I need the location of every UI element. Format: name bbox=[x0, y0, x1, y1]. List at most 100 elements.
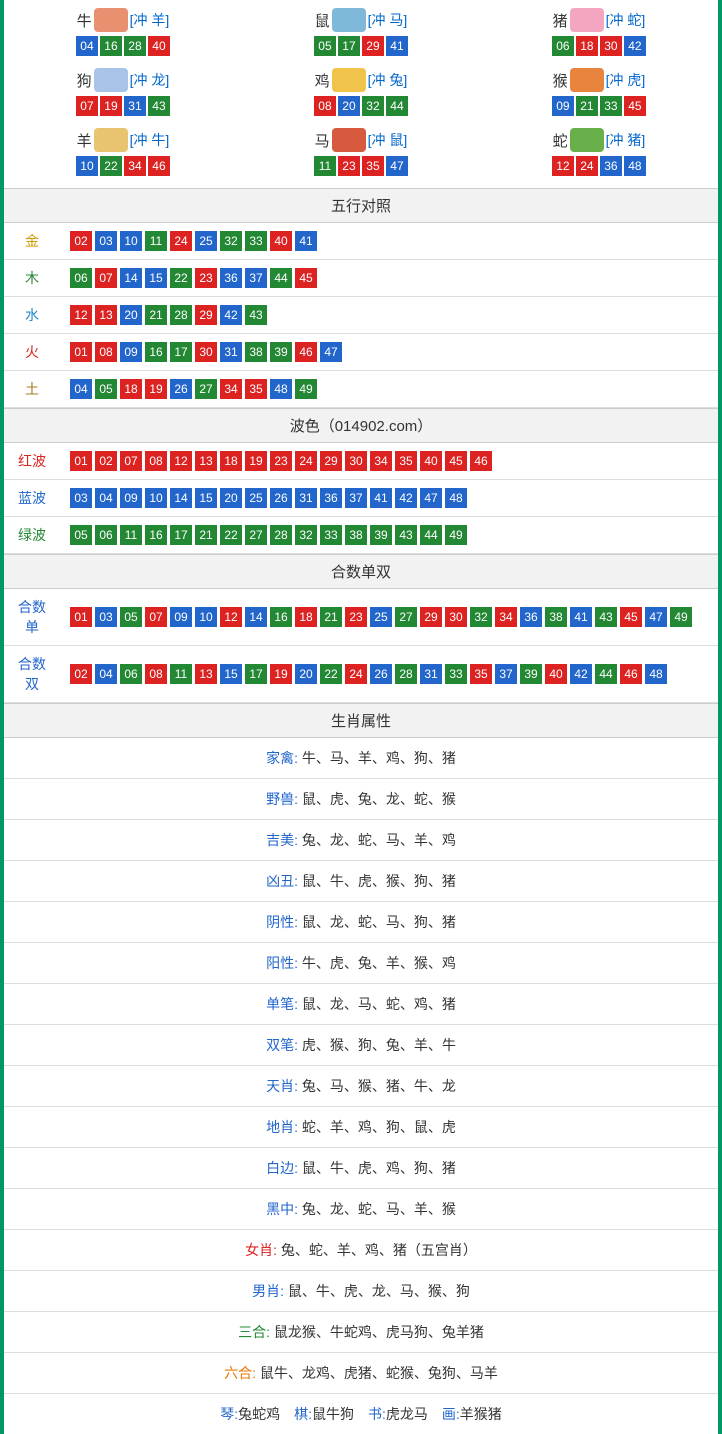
bose-nums: 05061116172122272832333839434449 bbox=[60, 517, 718, 554]
number-badge: 16 bbox=[270, 607, 292, 627]
number-badge: 44 bbox=[420, 525, 442, 545]
zodiac-num-row: 07193143 bbox=[4, 96, 242, 116]
number-badge: 07 bbox=[95, 268, 117, 288]
zodiac-animal-icon bbox=[94, 68, 128, 92]
section-header-bose: 波色（014902.com） bbox=[4, 408, 718, 443]
attr-value: 兔、蛇、羊、鸡、猪（五宫肖） bbox=[281, 1242, 477, 1258]
number-badge: 34 bbox=[495, 607, 517, 627]
number-badge: 33 bbox=[600, 96, 622, 116]
number-badge: 19 bbox=[145, 379, 167, 399]
zodiac-top: 猪[冲 蛇] bbox=[480, 8, 718, 32]
number-badge: 39 bbox=[520, 664, 542, 684]
number-badge: 09 bbox=[552, 96, 574, 116]
number-badge: 40 bbox=[148, 36, 170, 56]
attr-row: 天肖: 兔、马、猴、猪、牛、龙 bbox=[4, 1066, 718, 1107]
attr-value: 鼠、龙、马、蛇、鸡、猪 bbox=[302, 996, 456, 1012]
number-badge: 32 bbox=[295, 525, 317, 545]
number-badge: 45 bbox=[445, 451, 467, 471]
number-badge: 05 bbox=[120, 607, 142, 627]
number-badge: 27 bbox=[245, 525, 267, 545]
attr-label: 天肖: bbox=[266, 1078, 302, 1094]
zodiac-clash: [冲 猪] bbox=[606, 130, 646, 150]
four-arts-label: 棋: bbox=[294, 1406, 312, 1422]
zodiac-top: 鸡[冲 兔] bbox=[242, 68, 480, 92]
number-badge: 32 bbox=[470, 607, 492, 627]
attr-label: 阴性: bbox=[266, 914, 302, 930]
number-badge: 28 bbox=[395, 664, 417, 684]
zodiac-cell: 狗[冲 龙]07193143 bbox=[4, 64, 242, 124]
zodiac-cell: 猪[冲 蛇]06183042 bbox=[480, 4, 718, 64]
number-badge: 23 bbox=[338, 156, 360, 176]
number-badge: 37 bbox=[345, 488, 367, 508]
zodiac-cell: 鼠[冲 马]05172941 bbox=[242, 4, 480, 64]
number-badge: 21 bbox=[320, 607, 342, 627]
attr-label: 地肖: bbox=[266, 1119, 302, 1135]
number-badge: 14 bbox=[170, 488, 192, 508]
number-badge: 09 bbox=[120, 342, 142, 362]
number-badge: 16 bbox=[145, 342, 167, 362]
number-badge: 12 bbox=[70, 305, 92, 325]
attr-label: 单笔: bbox=[266, 996, 302, 1012]
number-badge: 43 bbox=[595, 607, 617, 627]
number-badge: 23 bbox=[270, 451, 292, 471]
number-badge: 03 bbox=[95, 231, 117, 251]
number-badge: 38 bbox=[345, 525, 367, 545]
attr-label: 女肖: bbox=[245, 1242, 281, 1258]
number-badge: 11 bbox=[314, 156, 336, 176]
number-badge: 23 bbox=[195, 268, 217, 288]
number-badge: 06 bbox=[70, 268, 92, 288]
zodiac-animal-icon bbox=[332, 8, 366, 32]
heshu-label: 合数双 bbox=[4, 646, 60, 703]
four-arts-value: 羊猴猪 bbox=[460, 1406, 502, 1422]
number-badge: 42 bbox=[624, 36, 646, 56]
wuxing-table: 金02031011242532334041木060714152223363744… bbox=[4, 223, 718, 408]
number-badge: 36 bbox=[320, 488, 342, 508]
number-badge: 17 bbox=[170, 342, 192, 362]
page-wrapper: 牛[冲 羊]04162840鼠[冲 马]05172941猪[冲 蛇]061830… bbox=[0, 0, 722, 1434]
number-badge: 10 bbox=[120, 231, 142, 251]
number-badge: 04 bbox=[76, 36, 98, 56]
attr-row: 阴性: 鼠、龙、蛇、马、狗、猪 bbox=[4, 902, 718, 943]
number-badge: 43 bbox=[395, 525, 417, 545]
number-badge: 38 bbox=[245, 342, 267, 362]
number-badge: 24 bbox=[295, 451, 317, 471]
attr-row: 女肖: 兔、蛇、羊、鸡、猪（五宫肖） bbox=[4, 1230, 718, 1271]
wuxing-row: 火0108091617303138394647 bbox=[4, 334, 718, 371]
number-badge: 45 bbox=[295, 268, 317, 288]
zodiac-top: 猴[冲 虎] bbox=[480, 68, 718, 92]
number-badge: 02 bbox=[70, 231, 92, 251]
number-badge: 47 bbox=[645, 607, 667, 627]
number-badge: 45 bbox=[624, 96, 646, 116]
number-badge: 25 bbox=[370, 607, 392, 627]
attr-label: 六合: bbox=[224, 1365, 260, 1381]
zodiac-name: 马 bbox=[315, 130, 330, 151]
number-badge: 15 bbox=[195, 488, 217, 508]
number-badge: 35 bbox=[362, 156, 384, 176]
zodiac-clash: [冲 牛] bbox=[130, 130, 170, 150]
zodiac-num-row: 09213345 bbox=[480, 96, 718, 116]
attr-value: 牛、虎、兔、羊、猴、鸡 bbox=[302, 955, 456, 971]
number-badge: 26 bbox=[370, 664, 392, 684]
attr-row: 家禽: 牛、马、羊、鸡、狗、猪 bbox=[4, 738, 718, 779]
number-badge: 46 bbox=[295, 342, 317, 362]
number-badge: 48 bbox=[645, 664, 667, 684]
number-badge: 42 bbox=[220, 305, 242, 325]
number-badge: 10 bbox=[195, 607, 217, 627]
zodiac-animal-icon bbox=[332, 68, 366, 92]
number-badge: 05 bbox=[95, 379, 117, 399]
zodiac-grid: 牛[冲 羊]04162840鼠[冲 马]05172941猪[冲 蛇]061830… bbox=[4, 0, 718, 188]
zodiac-animal-icon bbox=[570, 128, 604, 152]
zodiac-name: 鼠 bbox=[315, 10, 330, 31]
number-badge: 03 bbox=[95, 607, 117, 627]
number-badge: 19 bbox=[100, 96, 122, 116]
number-badge: 19 bbox=[270, 664, 292, 684]
number-badge: 06 bbox=[120, 664, 142, 684]
zodiac-top: 马[冲 鼠] bbox=[242, 128, 480, 152]
number-badge: 28 bbox=[170, 305, 192, 325]
number-badge: 44 bbox=[595, 664, 617, 684]
number-badge: 41 bbox=[295, 231, 317, 251]
attr-row: 男肖: 鼠、牛、虎、龙、马、猴、狗 bbox=[4, 1271, 718, 1312]
attr-label: 阳性: bbox=[266, 955, 302, 971]
number-badge: 16 bbox=[100, 36, 122, 56]
number-badge: 24 bbox=[576, 156, 598, 176]
